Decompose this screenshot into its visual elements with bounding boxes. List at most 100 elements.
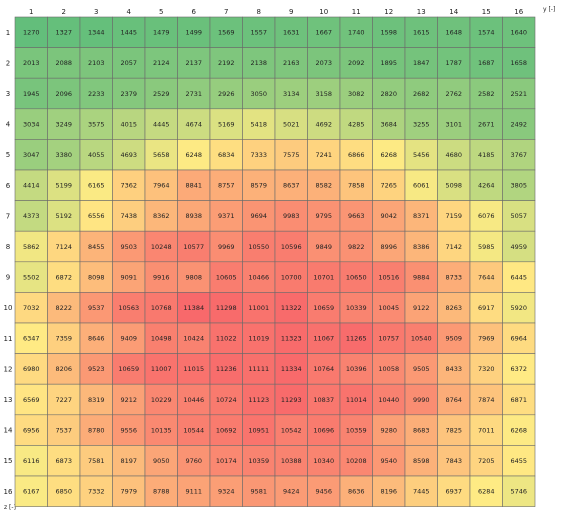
cell-value-label: 1895: [380, 59, 397, 67]
cell-value-label: 2926: [218, 90, 235, 98]
heatmap-cell: [79, 475, 113, 507]
cell-value-label: 2762: [445, 90, 462, 98]
cell-value-label: 1344: [88, 29, 105, 37]
heatmap-cell: [502, 353, 536, 385]
heatmap-cell: [339, 77, 373, 110]
cell-value-label: 3134: [283, 90, 300, 98]
cell-value-label: 2529: [153, 90, 170, 98]
cell-value-label: 1687: [478, 59, 495, 67]
cell-value-label: 5021: [283, 120, 300, 128]
cell-value-label: 10229: [151, 396, 172, 404]
cell-value-label: 9983: [283, 212, 300, 220]
cell-value-label: 1557: [250, 29, 267, 37]
cell-value-label: 6165: [88, 182, 105, 190]
cell-value-label: 11334: [281, 365, 302, 373]
heatmap-cell: [209, 261, 243, 293]
column-label: 10: [319, 8, 328, 16]
heatmap-cell: [274, 169, 308, 201]
cell-value-label: 2192: [218, 59, 235, 67]
heatmap-cell: [112, 230, 146, 263]
heatmap-cell: [469, 77, 503, 110]
cell-value-label: 7581: [88, 457, 105, 465]
cell-value-label: 1270: [23, 29, 40, 37]
heatmap-cell: [177, 414, 211, 446]
heatmap-cell: [209, 322, 243, 354]
cell-value-label: 11322: [281, 304, 302, 312]
cell-value-label: 11384: [183, 304, 204, 312]
heatmap-cell: [274, 47, 308, 79]
heatmap-cell: [502, 139, 536, 171]
cell-value-label: 3767: [510, 151, 527, 159]
cell-value-label: 7438: [120, 212, 137, 220]
cell-value-label: 11067: [313, 335, 334, 343]
heatmap-cell: [144, 383, 178, 416]
heatmap-cell: [502, 383, 536, 416]
cell-value-label: 6116: [23, 457, 40, 465]
column-label: 15: [482, 8, 491, 16]
heatmap-cell: [339, 139, 373, 171]
heatmap-cell: [404, 139, 438, 171]
cell-value-label: 10446: [183, 396, 204, 404]
heatmap-cell: [502, 414, 536, 446]
cell-value-label: 2820: [380, 90, 397, 98]
heatmap-cell: [209, 353, 243, 385]
heatmap-cell: [47, 47, 81, 79]
cell-value-label: 5456: [413, 151, 430, 159]
cell-value-label: 5098: [445, 182, 462, 190]
cell-value-label: 9884: [413, 273, 430, 281]
heatmap-cell: [307, 414, 341, 446]
heatmap-cell: [79, 261, 113, 293]
cell-value-label: 10577: [183, 243, 204, 251]
heatmap-cell: [404, 108, 438, 140]
heatmap-cell: [209, 230, 243, 263]
cell-value-label: 4373: [23, 212, 40, 220]
cell-value-label: 2233: [88, 90, 105, 98]
heatmap-cell: [112, 77, 146, 110]
heatmap-cell: [209, 169, 243, 201]
cell-value-label: 6871: [510, 396, 527, 404]
heatmap-cell: [372, 139, 406, 171]
heatmap-cell: [242, 169, 276, 201]
column-label: 9: [289, 8, 293, 16]
cell-value-label: 6850: [55, 488, 72, 496]
heatmap-cell: [404, 77, 438, 110]
row-label: 4: [6, 121, 11, 129]
column-label: 8: [257, 8, 261, 16]
cell-value-label: 8636: [348, 488, 365, 496]
heatmap-cell: [209, 77, 243, 110]
cell-value-label: 10768: [151, 304, 172, 312]
y-axis-label: z [-]: [4, 504, 16, 511]
heatmap-cell: [14, 230, 48, 263]
cell-value-label: 2492: [510, 120, 527, 128]
cell-value-label: 4692: [315, 120, 332, 128]
heatmap-cell: [502, 108, 536, 140]
cell-value-label: 2088: [55, 59, 72, 67]
heatmap-cell: [14, 47, 48, 79]
cell-value-label: 10388: [281, 457, 302, 465]
cell-value-label: 10724: [216, 396, 237, 404]
cell-value-label: 5746: [510, 488, 527, 496]
cell-value-label: 10659: [313, 304, 334, 312]
cell-value-label: 9042: [380, 212, 397, 220]
cell-value-label: 2379: [120, 90, 137, 98]
cell-value-label: 8206: [55, 365, 72, 373]
heatmap-cell: [437, 139, 471, 171]
cell-value-label: 7575: [283, 151, 300, 159]
cell-value-label: 11001: [248, 304, 269, 312]
cell-value-label: 7858: [348, 182, 365, 190]
heatmap-cell: [14, 322, 48, 354]
cell-value-label: 10659: [118, 365, 139, 373]
cell-value-label: 10650: [346, 273, 367, 281]
heatmap-cell: [502, 475, 536, 507]
column-label: 13: [417, 8, 426, 16]
cell-value-label: 8386: [413, 243, 430, 251]
heatmap-cell: [14, 16, 48, 48]
cell-value-label: 5862: [23, 243, 40, 251]
cell-value-label: 6284: [478, 488, 495, 496]
cell-value-label: 11323: [281, 335, 302, 343]
cell-value-label: 2671: [478, 120, 495, 128]
cell-value-label: 9091: [120, 273, 137, 281]
heatmap-cell: [372, 353, 406, 385]
heatmap-cell: [307, 261, 341, 293]
row-label: 5: [6, 151, 10, 159]
